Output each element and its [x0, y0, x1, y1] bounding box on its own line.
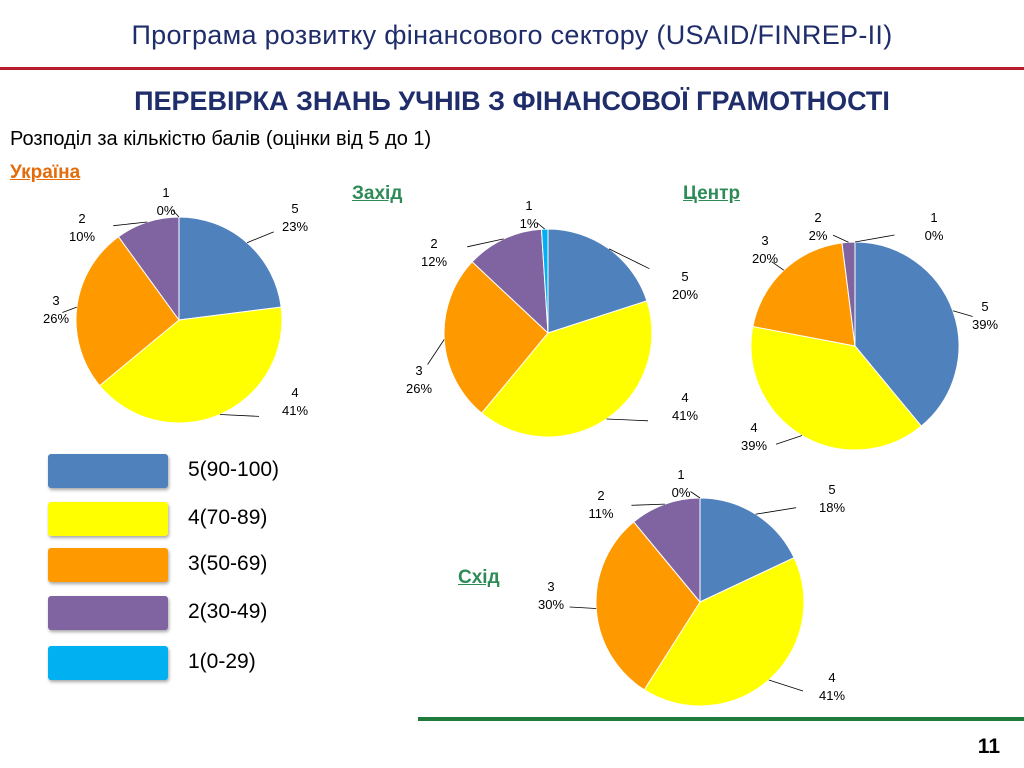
- legend-item-grade-5: 5(90-100): [48, 454, 348, 490]
- pie-slice-west-grade-2: [471, 228, 549, 335]
- data-label-center-grade-5: 5 39%: [972, 299, 998, 332]
- legend-swatch-grade-2: [48, 596, 168, 630]
- region-label-east: Схід: [458, 567, 500, 588]
- header-divider: [0, 67, 1024, 70]
- leader-line-east-grade-1: [690, 491, 701, 499]
- pie-slice-east-grade-4: [643, 557, 805, 707]
- leader-line-center-grade-1: [854, 234, 895, 243]
- leader-line-west-grade-3: [427, 339, 445, 365]
- region-label-west: Захід: [352, 183, 403, 204]
- data-label-east-grade-2: 2 11%: [588, 488, 613, 521]
- pie-slice-west-grade-4: [481, 300, 653, 438]
- leader-line-center-grade-5: [952, 310, 973, 317]
- pie-chart-west: 5 20% 4 41% 3 26% 2 12% 1 1%: [406, 198, 698, 438]
- legend-item-grade-1: 1(0-29): [48, 646, 348, 682]
- data-label-west-grade-3: 3 26%: [406, 363, 432, 396]
- footer-divider: [418, 717, 1024, 721]
- slide-title: ПЕРЕВІРКА ЗНАНЬ УЧНІВ З ФІНАНСОВОЇ ГРАМО…: [134, 86, 890, 116]
- data-label-ukraine-grade-1: 1 0%: [157, 185, 176, 218]
- leader-line-ukraine-grade-3: [62, 306, 77, 313]
- leader-line-west-grade-2: [467, 238, 504, 248]
- data-label-west-grade-4: 4 41%: [672, 390, 698, 423]
- legend-item-grade-4: 4(70-89): [48, 502, 348, 538]
- region-label-center: Центр: [683, 183, 741, 204]
- data-label-ukraine-grade-5: 5 23%: [282, 201, 308, 234]
- leader-line-ukraine-grade-1: [172, 209, 180, 218]
- legend-item-grade-3: 3(50-69): [48, 548, 348, 584]
- data-label-west-grade-2: 2 12%: [421, 236, 447, 269]
- leader-line-center-grade-2: [832, 234, 849, 243]
- leader-line-west-grade-1: [536, 222, 545, 230]
- data-label-ukraine-grade-2: 2 10%: [69, 211, 95, 244]
- legend-label-grade-4: 4(70-89): [188, 506, 268, 529]
- data-label-east-grade-4: 4 41%: [819, 670, 845, 703]
- leader-line-ukraine-grade-4: [219, 414, 260, 417]
- pie-slice-ukraine-grade-3: [75, 235, 180, 387]
- legend-swatch-grade-1: [48, 646, 168, 680]
- header-title: Програма розвитку фінансового сектору (U…: [131, 20, 893, 50]
- leader-line-ukraine-grade-2: [113, 221, 148, 227]
- pie-slice-center-grade-5: [854, 241, 960, 427]
- legend-swatch-grade-5: [48, 454, 168, 488]
- data-label-center-grade-1: 1 0%: [925, 210, 944, 243]
- data-label-ukraine-grade-3: 3 26%: [43, 293, 69, 326]
- slide-subtitle: Розподіл за кількістю балів (оцінки від …: [10, 128, 432, 150]
- data-label-west-grade-1: 1 1%: [520, 198, 539, 231]
- page-number: 11: [977, 735, 1000, 758]
- data-label-center-grade-2: 2 2%: [809, 210, 828, 243]
- leader-line-west-grade-4: [606, 418, 649, 422]
- data-label-center-grade-4: 4 39%: [741, 420, 767, 453]
- region-label-ukraine: Україна: [10, 162, 81, 183]
- pie-chart-center: 5 39% 4 39% 3 20% 2 2% 1 0%: [741, 210, 998, 453]
- data-label-east-grade-5: 5 18%: [819, 482, 845, 515]
- leader-line-ukraine-grade-5: [246, 231, 274, 244]
- leader-line-center-grade-3: [771, 261, 785, 271]
- legend-label-grade-2: 2(30-49): [188, 600, 268, 623]
- leader-line-west-grade-5: [608, 248, 650, 270]
- leader-line-center-grade-4: [775, 435, 803, 445]
- legend-swatch-grade-3: [48, 548, 168, 582]
- legend-item-grade-2: 2(30-49): [48, 596, 348, 632]
- leader-line-east-grade-5: [755, 507, 797, 515]
- leader-line-east-grade-2: [631, 503, 665, 506]
- legend-label-grade-3: 3(50-69): [188, 552, 268, 575]
- legend-label-grade-5: 5(90-100): [188, 458, 280, 481]
- data-label-east-grade-3: 3 30%: [538, 579, 564, 612]
- legend-label-grade-1: 1(0-29): [188, 650, 256, 673]
- pie-slice-east-grade-3: [595, 521, 701, 691]
- pie-chart-ukraine: 5 23% 4 41% 3 26% 2 10% 1 0%: [43, 185, 308, 424]
- data-label-ukraine-grade-4: 4 41%: [282, 385, 308, 418]
- data-label-west-grade-5: 5 20%: [672, 269, 698, 302]
- legend-swatch-grade-4: [48, 502, 168, 536]
- pie-slice-ukraine-grade-5: [178, 216, 282, 321]
- pie-chart-east: 5 18% 4 41% 3 30% 2 11% 1 0%: [538, 467, 845, 707]
- leader-line-east-grade-3: [569, 606, 597, 609]
- data-label-center-grade-3: 3 20%: [752, 233, 778, 266]
- leader-line-east-grade-4: [768, 679, 804, 692]
- data-label-east-grade-1: 1 0%: [672, 467, 691, 500]
